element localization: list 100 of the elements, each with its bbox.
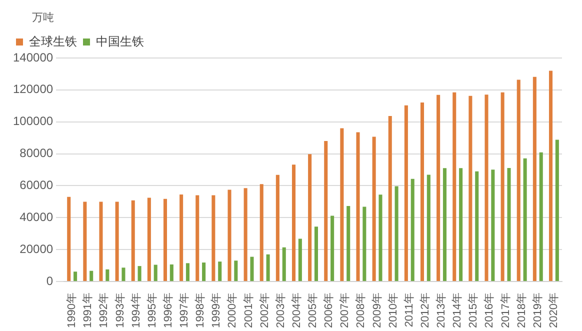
bar	[186, 263, 190, 282]
bar	[500, 92, 504, 282]
bar	[426, 174, 430, 282]
bar	[250, 256, 254, 282]
bar	[324, 141, 328, 282]
x-tick-label: 1991年	[82, 292, 94, 328]
x-tick-label: 2011年	[403, 292, 416, 328]
bar	[378, 194, 382, 282]
x-tick-label: 2005年	[307, 292, 320, 328]
y-tick-label: 120000	[12, 82, 54, 96]
x-tick-label: 2002年	[258, 292, 271, 328]
x-tick-label: 2013年	[436, 292, 448, 328]
x-tick-label: 2008年	[355, 292, 368, 328]
x-tick-label: 2001年	[242, 292, 255, 328]
bar	[555, 140, 559, 282]
y-tick-label: 140000	[12, 50, 54, 64]
x-tick-label: 1995年	[146, 292, 158, 328]
y-tick-label: 80000	[20, 146, 54, 160]
bar	[516, 80, 520, 282]
x-tick-label: 2003年	[274, 292, 287, 328]
bar	[83, 202, 87, 282]
y-tick-label: 20000	[20, 242, 54, 256]
bar	[260, 184, 264, 282]
bar	[308, 154, 312, 282]
x-tick-label: 2018年	[516, 292, 528, 328]
bar	[244, 188, 248, 282]
bar	[170, 264, 174, 282]
bar	[420, 102, 424, 282]
bar	[90, 270, 94, 282]
bar	[163, 198, 168, 282]
bar	[362, 206, 366, 282]
bar	[276, 174, 280, 282]
bar	[147, 198, 151, 282]
bar	[468, 96, 472, 282]
bar	[266, 254, 270, 282]
bar	[99, 202, 103, 282]
bar	[180, 194, 184, 282]
x-tick-label: 2015年	[468, 292, 480, 328]
bar	[74, 272, 78, 282]
bar	[228, 190, 232, 282]
bar	[394, 186, 398, 282]
bar	[539, 152, 543, 282]
bar	[484, 94, 488, 282]
y-axis-title: 万吨	[32, 10, 54, 25]
bar	[372, 136, 376, 282]
x-tick-label: 2019年	[532, 292, 544, 328]
bar	[459, 168, 463, 282]
bar	[330, 216, 334, 282]
bar	[436, 94, 440, 282]
bar	[548, 70, 553, 282]
y-tick-label: 0	[46, 274, 54, 288]
bar	[106, 269, 110, 282]
x-tick-label: 1994年	[130, 292, 142, 328]
bar	[202, 262, 206, 282]
y-tick-label: 60000	[20, 178, 54, 192]
x-tick-label: 2020年	[548, 292, 560, 328]
bar	[523, 158, 527, 282]
x-tick-label: 1990年	[66, 292, 78, 328]
bar	[115, 202, 119, 282]
bar	[196, 195, 200, 282]
bar	[212, 195, 216, 282]
bar	[298, 238, 302, 282]
bar	[410, 178, 414, 282]
bar	[138, 266, 142, 282]
y-tick-label: 100000	[12, 114, 54, 128]
x-tick-label: 2010年	[387, 292, 400, 328]
x-tick-label: 1998年	[194, 292, 207, 328]
bar	[452, 92, 456, 282]
bar	[131, 200, 135, 282]
x-tick-label: 2009年	[371, 292, 384, 328]
bar	[346, 206, 350, 282]
x-tick-label: 1996年	[162, 292, 174, 328]
y-tick-label: 40000	[20, 210, 54, 224]
x-tick-label: 2000年	[226, 292, 239, 328]
x-tick-label: 2012年	[419, 292, 432, 328]
bar	[234, 260, 238, 282]
x-tick-label: 2006年	[323, 292, 336, 328]
x-tick-label: 1999年	[210, 292, 223, 328]
bar	[388, 116, 392, 282]
bar	[282, 247, 286, 282]
x-tick-label: 1997年	[178, 292, 191, 328]
bar	[491, 170, 495, 282]
x-tick-label: 1993年	[114, 292, 126, 328]
bar	[340, 128, 344, 282]
bar	[122, 268, 126, 282]
bar	[442, 168, 447, 282]
bar	[356, 132, 360, 282]
bar	[404, 105, 408, 282]
bar	[314, 226, 318, 282]
legend-label: 中国生铁	[96, 34, 144, 48]
bar	[218, 262, 222, 282]
x-tick-label: 2016年	[484, 292, 496, 328]
x-tick-label: 2007年	[339, 292, 352, 328]
x-tick-label: 2014年	[452, 292, 464, 328]
legend-label: 全球生铁	[29, 34, 77, 48]
x-tick-label: 2004年	[290, 292, 303, 328]
bar	[532, 76, 536, 282]
bar	[475, 171, 479, 282]
x-tick-label: 1992年	[98, 292, 110, 328]
bar	[67, 196, 71, 282]
